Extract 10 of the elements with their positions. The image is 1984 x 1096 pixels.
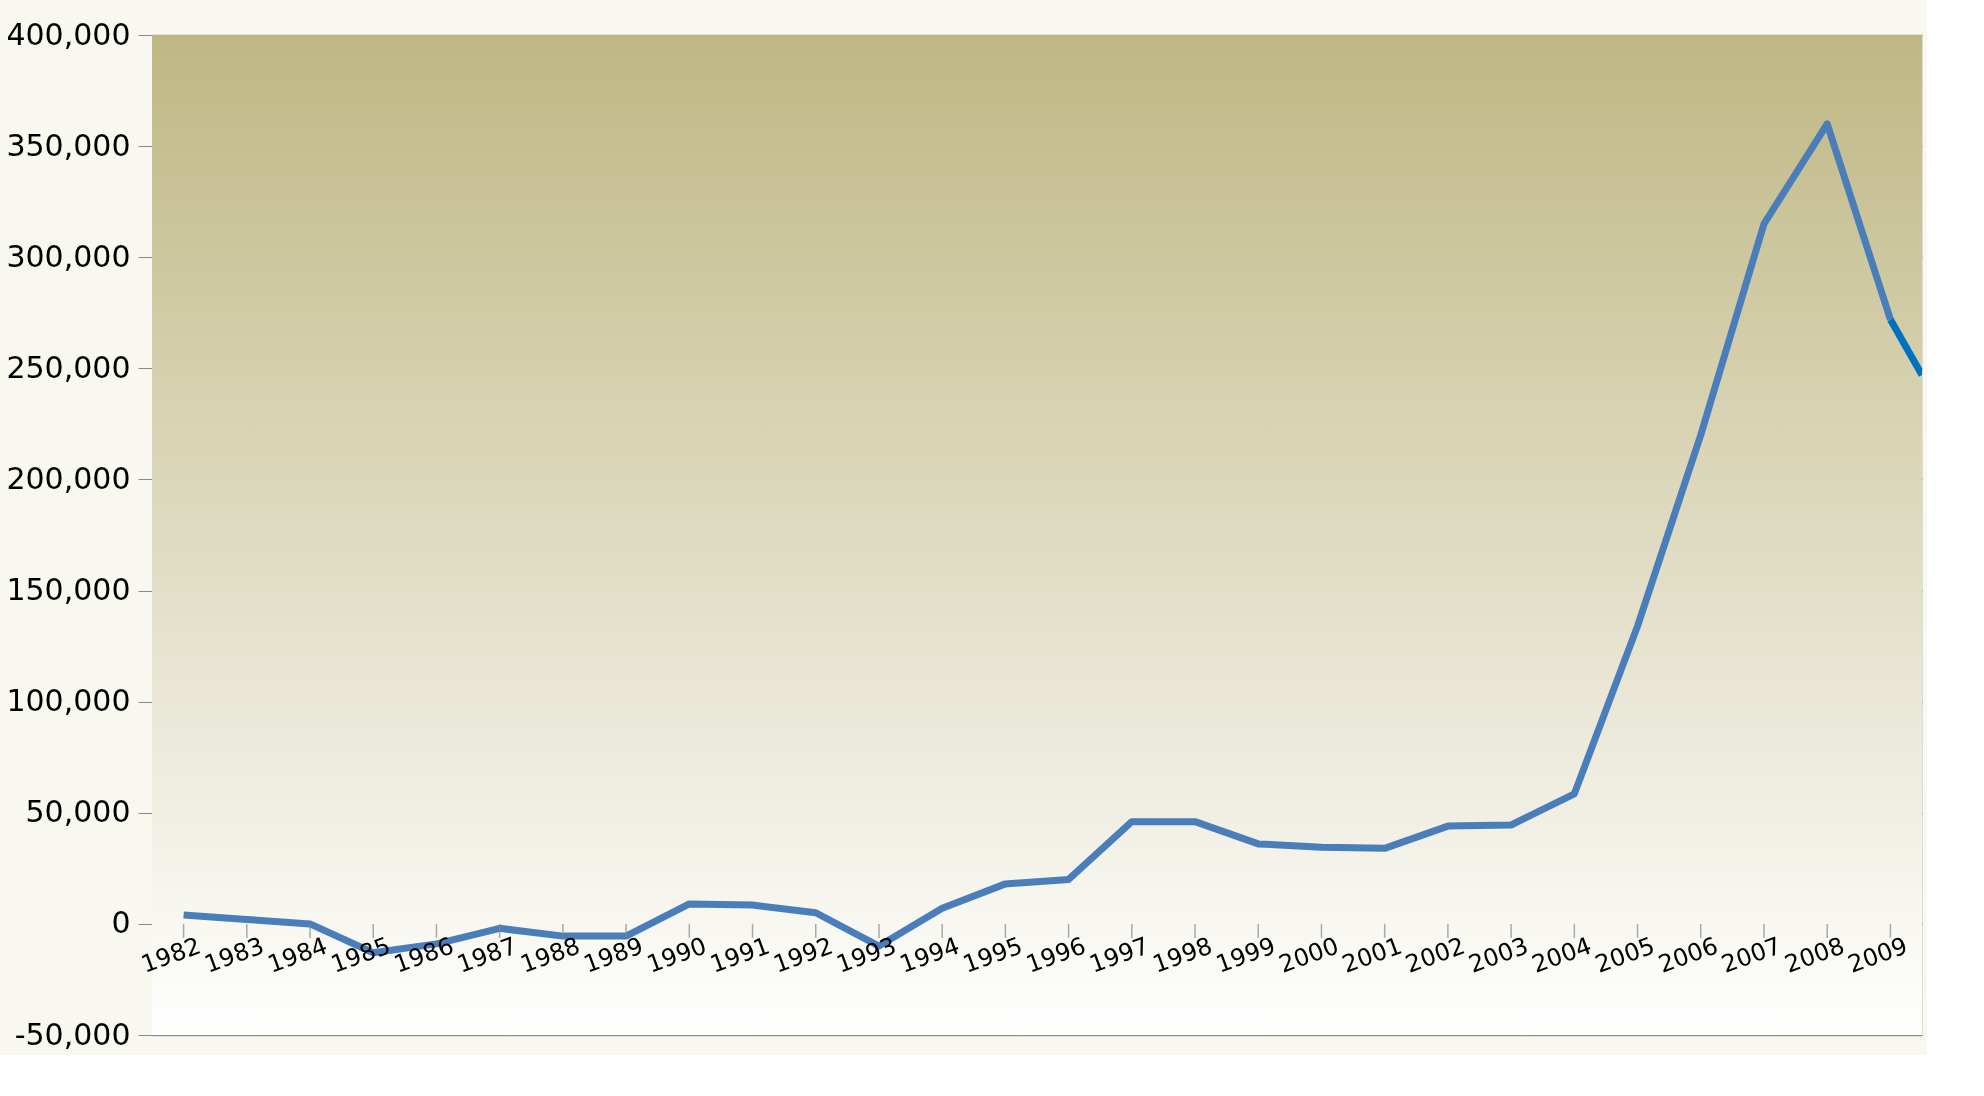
y-tick-label: 50,000 xyxy=(25,794,131,830)
y-tick-label: 300,000 xyxy=(6,238,131,274)
y-tick-label: -50,000 xyxy=(14,1016,131,1052)
y-tick-label: 200,000 xyxy=(6,460,131,496)
y-tick-label: 100,000 xyxy=(6,683,131,719)
y-tick-label: 350,000 xyxy=(6,127,131,163)
y-tick-label: 250,000 xyxy=(6,349,131,385)
y-tick-label: 0 xyxy=(111,905,131,941)
y-tick-label: 400,000 xyxy=(6,16,131,52)
y-tick-label: 150,000 xyxy=(6,572,131,608)
